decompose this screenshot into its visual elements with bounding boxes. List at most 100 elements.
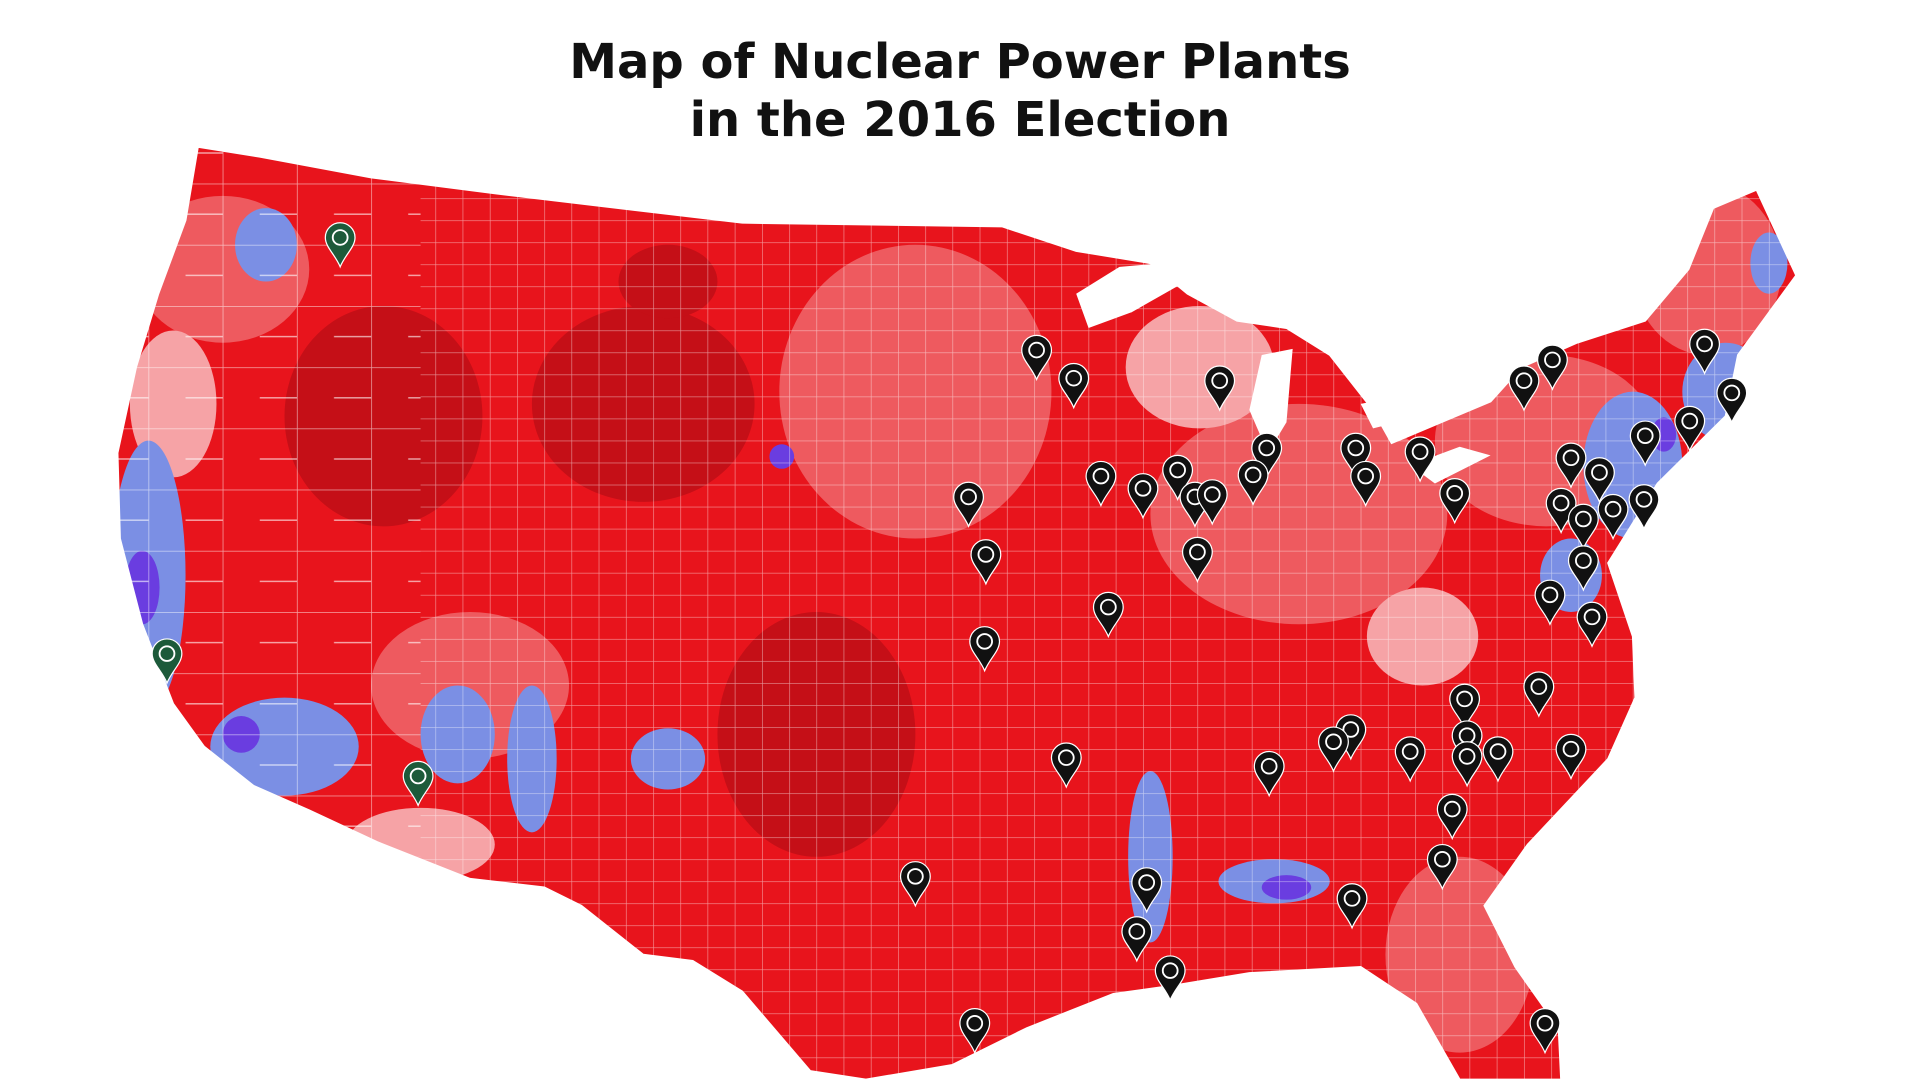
nuclear-plant-marker <box>1567 545 1599 592</box>
marker-icon <box>1489 743 1507 760</box>
plant-markers <box>151 222 1748 1055</box>
nuclear-plant-marker <box>1426 844 1458 891</box>
nuclear-plant-marker <box>1350 460 1382 508</box>
nuclear-plant-marker <box>1567 503 1599 550</box>
marker-icon <box>1401 743 1419 760</box>
marker-icon <box>1591 464 1608 481</box>
marker-icon <box>1604 500 1622 518</box>
marker-icon <box>1536 1015 1554 1032</box>
marker-icon <box>1092 467 1110 485</box>
nuclear-plant-marker <box>1394 736 1426 783</box>
nuclear-plant-marker <box>1534 579 1566 626</box>
nuclear-plant-marker <box>1131 867 1163 914</box>
nuclear-plant-marker <box>1716 377 1748 424</box>
us-map <box>116 145 1798 1080</box>
marker-icon <box>1100 598 1117 616</box>
marker-icon <box>960 488 977 506</box>
marker-icon <box>1411 443 1429 460</box>
marker-icon <box>1635 491 1653 508</box>
nuclear-plant-marker <box>1449 683 1481 730</box>
title-line-2: in the 2016 Election <box>690 92 1231 148</box>
nuclear-plant-marker <box>1318 726 1349 773</box>
nuclear-plant-marker <box>324 222 356 269</box>
nuclear-plant-marker <box>1253 751 1285 798</box>
nuclear-plant-marker <box>1181 536 1213 584</box>
marker-icon <box>1260 757 1278 775</box>
marker-icon <box>1028 341 1045 359</box>
marker-icon <box>1458 748 1476 765</box>
marker-icon <box>1541 586 1559 604</box>
nuclear-plant-marker <box>1555 442 1587 489</box>
nuclear-plant-marker <box>1251 432 1283 480</box>
marker-icon <box>1433 850 1451 868</box>
marker-icon <box>1552 494 1570 512</box>
marker-icon <box>1575 552 1592 569</box>
great-lakes <box>1076 263 1491 484</box>
marker-icon <box>1443 800 1461 818</box>
marker-icon <box>1244 466 1262 484</box>
marker-icon <box>977 546 995 563</box>
marker-icon <box>907 868 924 885</box>
marker-icon <box>1342 721 1360 738</box>
marker-icon <box>1211 372 1229 389</box>
nuclear-plant-marker <box>1674 405 1706 453</box>
nuclear-plant-marker <box>1439 478 1471 525</box>
nuclear-plant-marker <box>402 760 434 808</box>
nuclear-plant-marker <box>1576 601 1608 648</box>
nuclear-plant-marker <box>1536 344 1568 391</box>
nuclear-plant-marker <box>1451 741 1483 788</box>
nuclear-plant-marker <box>1050 742 1082 789</box>
marker-icon <box>1530 678 1548 695</box>
marker-icon <box>1258 439 1276 457</box>
marker-icon <box>1575 510 1592 528</box>
marker-icon <box>1128 923 1146 940</box>
nuclear-plant-marker <box>1336 883 1368 930</box>
marker-icon <box>1544 351 1561 369</box>
marker-icon <box>966 1015 984 1032</box>
nuclear-plant-marker <box>1482 736 1514 783</box>
marker-icon <box>1515 372 1533 389</box>
nuclear-plant-marker <box>1092 591 1124 639</box>
marker-icon <box>1562 449 1580 467</box>
nuclear-plant-marker <box>1597 493 1629 541</box>
marker-icon <box>1161 962 1179 979</box>
marker-icon <box>409 767 427 785</box>
marker-icon <box>1138 874 1156 891</box>
marker-icon <box>1057 749 1075 766</box>
marker-icon <box>1446 485 1464 502</box>
marker-icon <box>1681 412 1699 430</box>
nuclear-plant-marker <box>1127 473 1159 520</box>
nuclear-plant-marker <box>1021 334 1053 382</box>
marker-icon <box>1583 608 1601 626</box>
nuclear-plant-marker <box>1196 479 1228 526</box>
marker-icon <box>1343 890 1361 907</box>
marker-icon <box>1203 486 1221 503</box>
nuclear-plant-marker <box>953 481 985 528</box>
marker-icon <box>1169 461 1186 479</box>
marker-icon <box>1347 439 1365 457</box>
nuclear-plant-marker <box>1523 671 1555 718</box>
nuclear-plant-marker <box>1154 955 1186 1002</box>
nuclear-plant-marker <box>1436 793 1468 841</box>
nuclear-plant-marker <box>959 1008 991 1055</box>
marker-icon <box>1696 335 1713 353</box>
nuclear-plant-marker <box>1404 436 1436 483</box>
nuclear-plant-marker <box>1085 460 1117 508</box>
nuclear-plant-marker <box>970 539 1002 586</box>
nuclear-plant-marker <box>1689 328 1721 375</box>
marker-icon <box>158 645 176 662</box>
marker-icon <box>1636 427 1654 445</box>
nuclear-plant-marker <box>1340 432 1372 480</box>
nuclear-plant-marker <box>1628 484 1660 531</box>
marker-icon <box>1134 480 1152 497</box>
marker-icon <box>1456 690 1473 708</box>
marker-icon <box>1357 467 1374 485</box>
marker-icon <box>1189 543 1206 561</box>
nuclear-plant-marker <box>969 626 1001 673</box>
nuclear-plant-marker <box>899 861 931 908</box>
nuclear-plant-marker <box>151 638 183 685</box>
marker-icon <box>976 633 994 650</box>
nuclear-plant-marker <box>1629 420 1661 467</box>
